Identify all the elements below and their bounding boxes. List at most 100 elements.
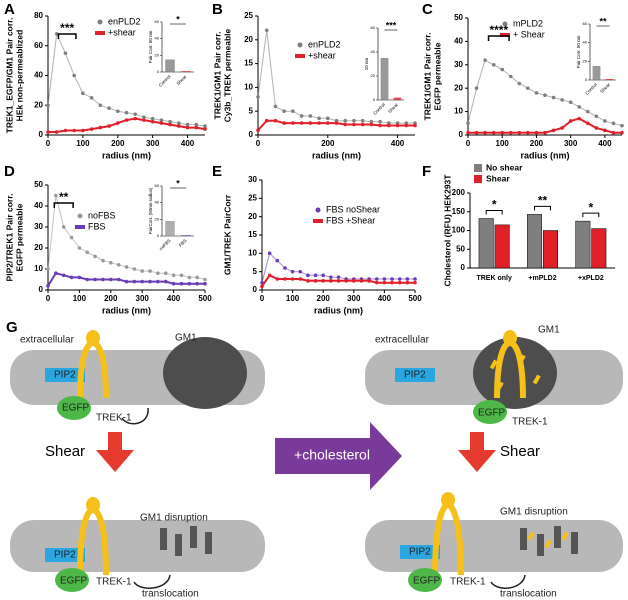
data-point bbox=[526, 86, 530, 90]
data-point bbox=[483, 130, 487, 135]
x-axis-label: radius (nm) bbox=[314, 305, 363, 315]
y-tick-label: 0 bbox=[39, 130, 44, 139]
inset-y-label: Pair Corr. 50 nm bbox=[148, 30, 153, 63]
data-point bbox=[534, 130, 539, 135]
inset-category: Shear bbox=[176, 74, 188, 86]
data-point bbox=[343, 122, 348, 127]
data-point bbox=[93, 277, 97, 282]
data-point bbox=[115, 121, 120, 125]
label: extracellular bbox=[375, 335, 430, 346]
data-point bbox=[543, 93, 547, 98]
x-tick-label: 300 bbox=[136, 294, 150, 303]
x-tick-label: 400 bbox=[391, 139, 405, 148]
data-point bbox=[93, 254, 97, 259]
y-tick-label: 50 bbox=[456, 244, 465, 253]
y-tick-label: 10 bbox=[248, 248, 257, 257]
data-point bbox=[413, 277, 417, 281]
x-tick-label: 400 bbox=[167, 294, 181, 303]
data-point bbox=[594, 114, 599, 119]
significance-bracket bbox=[57, 33, 77, 39]
data-point bbox=[264, 28, 269, 33]
x-tick-label: 100 bbox=[76, 139, 90, 148]
label: TREK-1 bbox=[512, 417, 548, 428]
y-tick-label: 15 bbox=[248, 230, 257, 239]
data-point bbox=[308, 114, 313, 118]
legend-label: FBS noShear bbox=[326, 204, 380, 214]
egfp bbox=[473, 400, 507, 424]
data-point bbox=[413, 123, 417, 128]
data-point bbox=[85, 277, 90, 282]
data-point bbox=[466, 130, 470, 135]
bar bbox=[542, 230, 558, 269]
y-tick-label: 80 bbox=[34, 11, 43, 20]
data-point bbox=[54, 130, 59, 134]
trek-top bbox=[86, 497, 100, 513]
data-point bbox=[194, 122, 199, 127]
data-point bbox=[185, 122, 190, 127]
data-point bbox=[299, 121, 304, 125]
y-tick-label: 0 bbox=[39, 285, 44, 294]
data-point bbox=[291, 121, 295, 125]
data-point bbox=[517, 130, 522, 135]
data-point bbox=[195, 281, 199, 286]
significance: *** bbox=[60, 21, 74, 35]
data-point bbox=[352, 118, 356, 123]
data-point bbox=[325, 116, 330, 121]
data-point bbox=[534, 91, 539, 95]
x-tick-label: 0 bbox=[46, 294, 51, 303]
data-point bbox=[89, 96, 94, 100]
legend-label: FBS bbox=[88, 221, 106, 231]
label: PIP2 bbox=[404, 370, 426, 381]
data-point bbox=[491, 130, 496, 135]
inset-bar bbox=[181, 71, 191, 72]
y-tick-label: 50 bbox=[454, 13, 463, 22]
data-point bbox=[203, 127, 207, 131]
inset-y-tick-label: 40 bbox=[155, 36, 160, 41]
legend-label: + Shear bbox=[513, 29, 545, 39]
data-point bbox=[374, 280, 379, 285]
curved-arrow bbox=[490, 574, 526, 589]
data-point bbox=[63, 128, 68, 133]
x-tick-label: 300 bbox=[564, 139, 578, 148]
legend-label: enPLD2 bbox=[308, 39, 341, 49]
data-point bbox=[551, 128, 556, 133]
x-tick-label: 200 bbox=[111, 139, 125, 148]
data-point bbox=[148, 269, 152, 273]
data-point bbox=[156, 279, 160, 284]
inset-y-tick-label: 60 bbox=[155, 183, 160, 188]
panel-letter: D bbox=[4, 163, 15, 180]
data-point bbox=[568, 119, 573, 123]
data-point bbox=[77, 246, 82, 250]
data-point bbox=[306, 273, 310, 278]
trek-top bbox=[86, 330, 100, 346]
data-point bbox=[321, 273, 326, 278]
data-point bbox=[282, 109, 286, 113]
data-point bbox=[156, 271, 160, 276]
label: PIP2 bbox=[54, 550, 76, 561]
data-point bbox=[132, 279, 137, 284]
y-tick-label: 100 bbox=[452, 226, 466, 235]
data-point bbox=[344, 279, 348, 283]
inset-bar bbox=[380, 58, 389, 100]
x-axis-label: radius (nm) bbox=[102, 150, 151, 160]
data-point bbox=[46, 284, 50, 288]
data-point bbox=[267, 273, 272, 278]
data-point bbox=[107, 106, 111, 111]
data-point bbox=[168, 119, 172, 124]
data-point bbox=[560, 126, 564, 130]
data-point bbox=[61, 273, 66, 278]
y-tick-label: 20 bbox=[248, 212, 257, 221]
bar bbox=[527, 214, 543, 269]
data-point bbox=[140, 279, 144, 284]
legend-marker bbox=[75, 225, 85, 229]
data-point bbox=[560, 98, 564, 102]
data-point bbox=[124, 279, 129, 284]
bar bbox=[478, 218, 494, 269]
y-tick-label: 5 bbox=[253, 267, 258, 276]
panel-letter: G bbox=[6, 319, 18, 336]
data-point bbox=[290, 277, 295, 281]
data-point bbox=[360, 122, 365, 127]
significance-bracket bbox=[582, 212, 600, 218]
y-axis-label: GM1/TREK PairCorr bbox=[222, 194, 232, 275]
legend-label: Shear bbox=[486, 173, 510, 183]
